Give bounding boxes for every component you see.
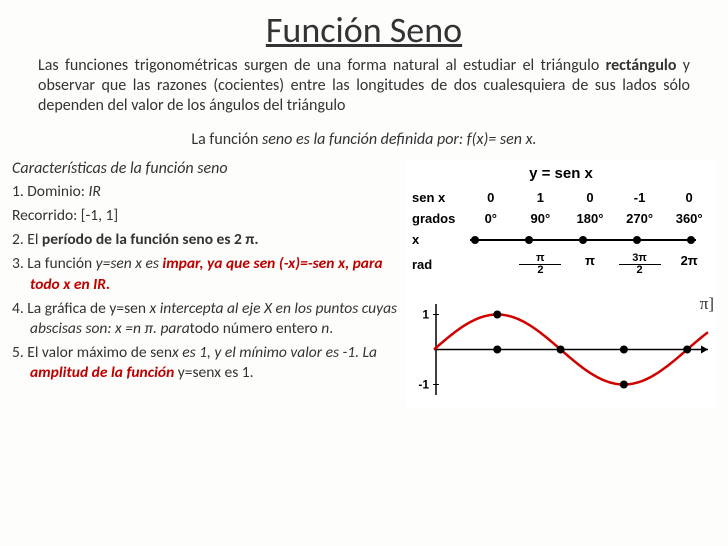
cell: π2	[519, 253, 561, 276]
definition-line: La función seno es la función definida p…	[0, 130, 728, 149]
x-axis-line	[470, 239, 696, 241]
item3-it1: y=sen x es	[96, 254, 163, 273]
cell: 3π2	[619, 253, 661, 276]
cell: 2π	[668, 253, 710, 276]
axis-dot	[633, 236, 641, 244]
axis-dot	[579, 236, 587, 244]
item5-pre: 5. El valor máximo de sen	[12, 343, 172, 362]
def-italic: seno es la función definida por: f(x)= s…	[262, 130, 537, 149]
row-vals-rad: π2 π 3π2 2π	[466, 253, 714, 276]
cell: 90°	[519, 211, 561, 226]
table-row: sen x 0 1 0 -1 0	[408, 190, 714, 205]
axis-dot	[687, 236, 695, 244]
cell: π	[569, 253, 611, 276]
value-table: y = sen x sen x 0 1 0 -1 0 grados 0° 90°…	[406, 159, 716, 292]
row-vals-grados: 0° 90° 180° 270° 360°	[466, 211, 714, 226]
item2-bold: período de la función seno es 2 π.	[42, 230, 259, 249]
row-vals-senx: 0 1 0 -1 0	[466, 190, 714, 205]
row-label-senx: sen x	[408, 190, 466, 205]
page-title: Función Seno	[0, 0, 728, 52]
cell: -1	[619, 190, 661, 205]
item2-pre: 2. El	[12, 230, 42, 249]
figure-column: y = sen x sen x 0 1 0 -1 0 grados 0° 90°…	[406, 159, 716, 407]
def-pre: La función	[191, 130, 262, 149]
item-4: 4. La gráfica de y=sen x intercepta al e…	[12, 299, 406, 339]
characteristics-heading: Características de la función seno	[12, 159, 406, 178]
cell	[470, 253, 512, 276]
content-row: Características de la función seno 1. Do…	[0, 159, 728, 407]
cell: 0	[569, 190, 611, 205]
row-label-grados: grados	[408, 211, 466, 226]
table-title: y = sen x	[408, 165, 714, 182]
cell: 0	[470, 190, 512, 205]
cell: 270°	[619, 211, 661, 226]
table-row: rad π2 π 3π2 2π	[408, 253, 714, 276]
svg-text:1: 1	[422, 308, 429, 322]
table-row-axis: x	[408, 232, 714, 247]
item3-pre: 3. La función	[12, 254, 96, 273]
row-label-x: x	[408, 232, 466, 247]
svg-text:-1: -1	[418, 378, 429, 392]
item-1b: Recorrido: [-1, 1]	[12, 206, 406, 226]
item1-val: IR	[88, 182, 100, 201]
cell: 0°	[470, 211, 512, 226]
table-row: grados 0° 90° 180° 270° 360°	[408, 211, 714, 226]
item5-it1: x es 1, y el mínimo valor es -1. La	[172, 343, 377, 362]
item-5: 5. El valor máximo de senx es 1, y el mí…	[12, 343, 406, 383]
intro-bold: rectángulo	[606, 56, 677, 75]
item4-pre: 4. La gráfica de y=sen	[12, 299, 150, 318]
cell: 0	[668, 190, 710, 205]
cell: 1	[519, 190, 561, 205]
axis-dot	[471, 236, 479, 244]
text-column: Características de la función seno 1. Do…	[6, 159, 406, 407]
pi-bracket-label: π]	[700, 294, 714, 314]
intro-pre: Las funciones trigonométricas surgen de …	[38, 56, 606, 75]
axis-dot	[525, 236, 533, 244]
item-1: 1. Dominio: IR	[12, 182, 406, 202]
item1-pre: 1. Dominio:	[12, 182, 88, 201]
item4-n: n	[321, 319, 329, 338]
item-3: 3. La función y=sen x es impar, ya que s…	[12, 254, 406, 294]
item4-post: todo número entero	[190, 319, 322, 338]
cell: 360°	[668, 211, 710, 226]
item5-post: y=senx es 1.	[174, 363, 253, 382]
intro-paragraph: Las funciones trigonométricas surgen de …	[38, 56, 690, 116]
sine-svg: 1 -1	[406, 292, 716, 407]
item4-dot: .	[329, 319, 333, 338]
row-label-rad: rad	[408, 257, 466, 272]
item-2: 2. El período de la función seno es 2 π.	[12, 230, 406, 250]
sine-graph: π] 1 -1	[406, 292, 716, 407]
cell: 180°	[569, 211, 611, 226]
item5-red: amplitud de la función	[30, 363, 174, 382]
